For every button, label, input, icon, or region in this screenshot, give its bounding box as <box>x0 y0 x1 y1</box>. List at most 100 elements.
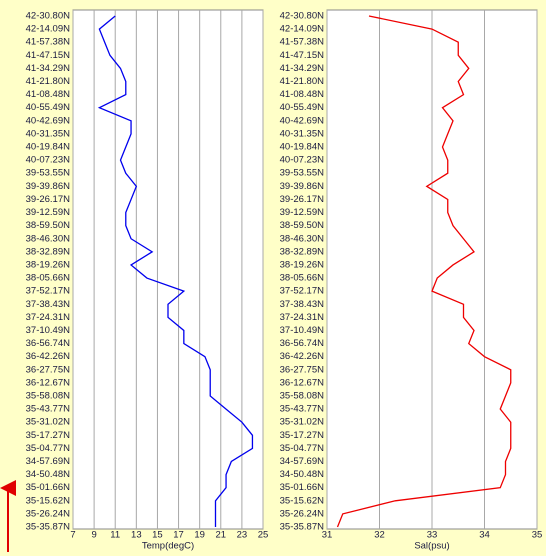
y-tick-label: 35-26.24N <box>26 508 71 519</box>
y-tick-label: 38-59.50N <box>26 220 71 231</box>
y-tick-label: 41-08.48N <box>280 89 325 100</box>
y-tick-label: 35-04.77N <box>26 443 71 454</box>
y-tick-label: 39-53.55N <box>280 168 325 179</box>
y-tick-label: 40-55.49N <box>26 102 71 113</box>
x-tick-label: 7 <box>70 530 75 541</box>
y-tick-label: 40-19.84N <box>280 142 325 153</box>
y-tick-label: 40-07.23N <box>26 155 71 166</box>
y-tick-label: 36-27.75N <box>26 364 71 375</box>
y-tick-label: 39-12.59N <box>280 207 325 218</box>
y-tick-label: 35-17.27N <box>280 430 325 441</box>
y-tick-label: 37-38.43N <box>26 299 71 310</box>
y-tick-label: 37-38.43N <box>280 299 325 310</box>
y-tick-label: 38-32.89N <box>26 246 71 257</box>
y-tick-label: 34-50.48N <box>280 469 325 480</box>
y-tick-label: 35-43.77N <box>26 404 71 415</box>
y-tick-label: 36-27.75N <box>280 364 325 375</box>
x-tick-label: 19 <box>194 530 205 541</box>
y-tick-label: 38-59.50N <box>280 220 325 231</box>
y-tick-label: 35-17.27N <box>26 430 71 441</box>
x-tick-label: 23 <box>237 530 248 541</box>
x-axis-label: Sal(psu) <box>414 541 449 552</box>
y-tick-label: 39-39.86N <box>26 181 71 192</box>
y-tick-label: 41-08.48N <box>26 89 71 100</box>
y-tick-label: 38-46.30N <box>26 233 71 244</box>
y-tick-label: 35-35.87N <box>26 522 71 533</box>
y-tick-label: 39-26.17N <box>26 194 71 205</box>
y-tick-label: 38-46.30N <box>280 233 325 244</box>
y-tick-label: 40-42.69N <box>26 115 71 126</box>
y-tick-label: 36-56.74N <box>280 338 325 349</box>
y-tick-label: 37-10.49N <box>26 325 71 336</box>
y-tick-label: 38-19.26N <box>280 259 325 270</box>
y-tick-label: 40-55.49N <box>280 102 325 113</box>
y-tick-label: 41-47.15N <box>280 50 325 61</box>
y-tick-label: 39-26.17N <box>280 194 325 205</box>
y-tick-label: 35-01.66N <box>26 482 71 493</box>
y-tick-label: 37-24.31N <box>280 312 325 323</box>
y-tick-label: 35-26.24N <box>280 508 325 519</box>
y-tick-label: 41-57.38N <box>26 37 71 48</box>
x-tick-label: 17 <box>173 530 184 541</box>
x-tick-label: 15 <box>152 530 163 541</box>
y-tick-label: 35-15.62N <box>280 495 325 506</box>
y-tick-label: 35-43.77N <box>280 404 325 415</box>
y-tick-label: 40-31.35N <box>280 128 325 139</box>
y-tick-label: 38-19.26N <box>26 259 71 270</box>
y-tick-label: 41-47.15N <box>26 50 71 61</box>
x-tick-label: 11 <box>110 530 120 541</box>
y-tick-label: 37-52.17N <box>280 286 325 297</box>
x-tick-label: 35 <box>532 530 543 541</box>
y-tick-label: 36-12.67N <box>26 377 71 388</box>
y-tick-label: 41-21.80N <box>280 76 325 87</box>
y-tick-label: 38-05.66N <box>26 273 71 284</box>
x-tick-label: 9 <box>91 530 96 541</box>
y-tick-label: 41-21.80N <box>26 76 71 87</box>
x-tick-label: 13 <box>131 530 142 541</box>
x-tick-label: 34 <box>479 530 490 541</box>
y-tick-label: 42-14.09N <box>26 24 71 35</box>
y-tick-label: 39-12.59N <box>26 207 71 218</box>
y-tick-label: 36-42.26N <box>26 351 71 362</box>
x-tick-label: 21 <box>215 530 226 541</box>
y-tick-label: 34-50.48N <box>26 469 71 480</box>
x-tick-label: 32 <box>374 530 385 541</box>
y-tick-label: 35-31.02N <box>280 417 325 428</box>
x-tick-label: 25 <box>258 530 269 541</box>
y-tick-label: 42-30.80N <box>280 11 325 22</box>
y-tick-label: 38-05.66N <box>280 273 325 284</box>
y-tick-label: 40-19.84N <box>26 142 71 153</box>
y-tick-label: 42-30.80N <box>26 11 71 22</box>
y-tick-label: 35-35.87N <box>280 522 325 533</box>
y-tick-label: 41-34.29N <box>26 63 71 74</box>
y-tick-label: 35-15.62N <box>26 495 71 506</box>
y-tick-label: 35-04.77N <box>280 443 325 454</box>
plot-area <box>72 9 264 530</box>
y-tick-label: 39-53.55N <box>26 168 71 179</box>
y-tick-label: 37-52.17N <box>26 286 71 297</box>
y-tick-label: 35-58.08N <box>26 390 71 401</box>
data-line <box>336 15 512 528</box>
y-tick-label: 34-57.69N <box>280 456 325 467</box>
y-tick-label: 40-07.23N <box>280 155 325 166</box>
x-tick-label: 31 <box>322 530 333 541</box>
y-tick-label: 41-34.29N <box>280 63 325 74</box>
y-tick-label: 37-24.31N <box>26 312 71 323</box>
y-tick-label: 37-10.49N <box>280 325 325 336</box>
x-tick-label: 33 <box>427 530 438 541</box>
y-tick-label: 38-32.89N <box>280 246 325 257</box>
y-tick-label: 35-01.66N <box>280 482 325 493</box>
y-tick-label: 39-39.86N <box>280 181 325 192</box>
data-line <box>97 15 254 527</box>
y-tick-label: 35-58.08N <box>280 390 325 401</box>
y-tick-label: 40-31.35N <box>26 128 71 139</box>
y-tick-label: 36-12.67N <box>280 377 325 388</box>
y-tick-label: 41-57.38N <box>280 37 325 48</box>
y-tick-label: 36-56.74N <box>26 338 71 349</box>
y-tick-label: 40-42.69N <box>280 115 325 126</box>
x-axis-label: Temp(degC) <box>142 541 194 552</box>
y-tick-label: 42-14.09N <box>280 24 325 35</box>
y-tick-label: 36-42.26N <box>280 351 325 362</box>
y-tick-label: 34-57.69N <box>26 456 71 467</box>
